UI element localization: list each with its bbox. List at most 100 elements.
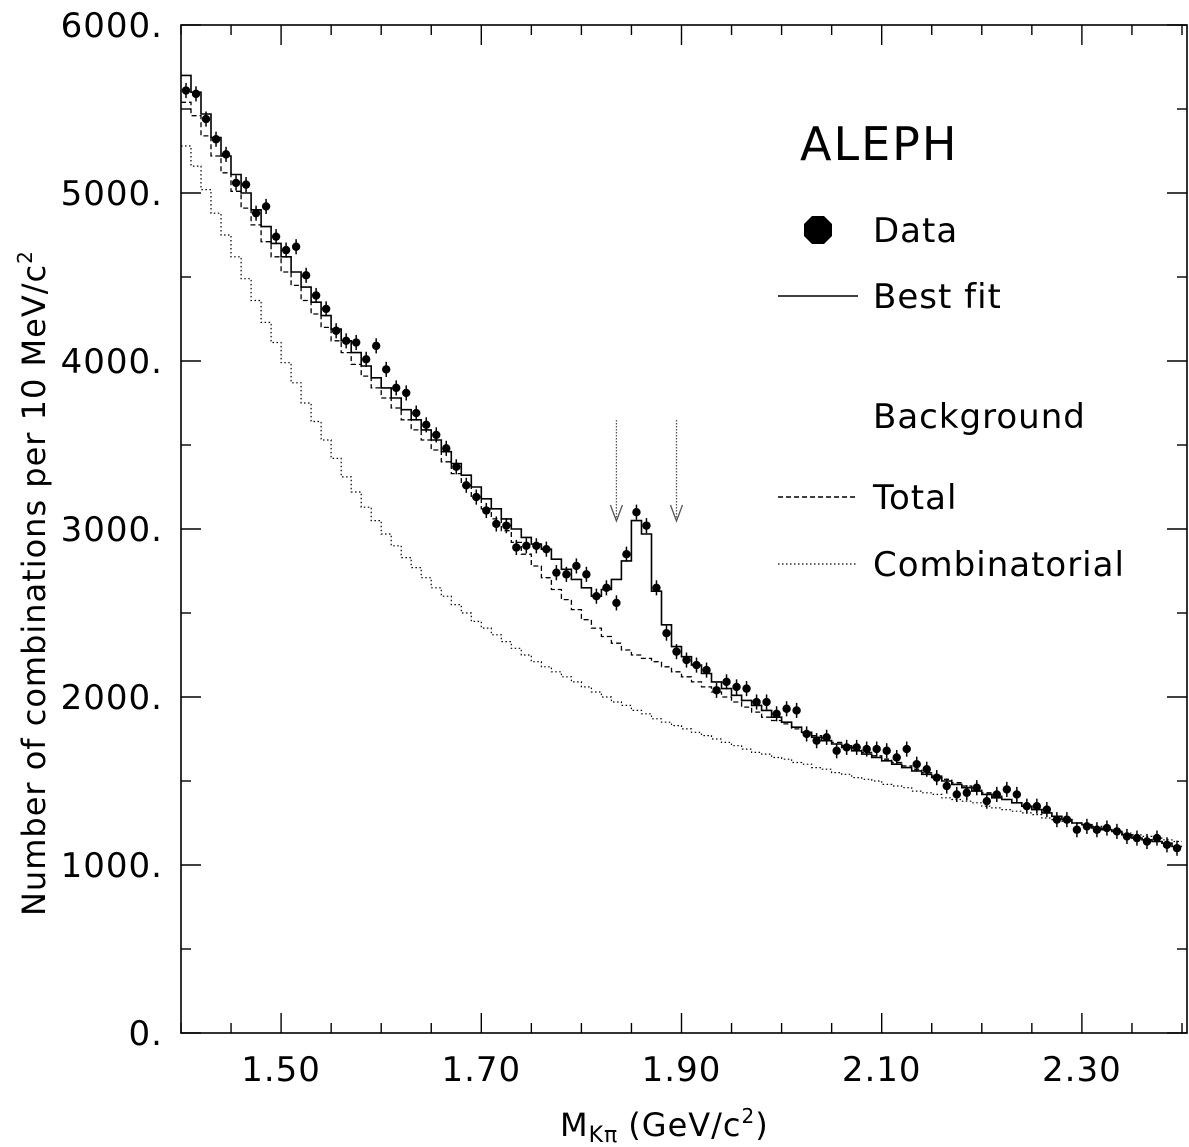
x-tick-label: 1.90	[642, 1050, 722, 1090]
data-point	[802, 729, 811, 739]
data-point	[862, 744, 871, 754]
x-tick-label: 1.70	[441, 1050, 521, 1090]
data-point	[712, 686, 721, 695]
data-point	[241, 180, 251, 189]
data-point	[1082, 822, 1092, 831]
legend-data-marker	[804, 216, 832, 244]
data-point	[412, 408, 421, 418]
legend-background-header: Background	[873, 397, 1086, 437]
data-point	[692, 660, 701, 670]
data-point	[522, 541, 531, 550]
legend-total-label: Total	[872, 478, 957, 518]
x-tick-label: 1.50	[241, 1050, 321, 1090]
y-tick-label: 4000.	[61, 342, 163, 382]
data-series	[181, 82, 1182, 856]
data-point	[181, 86, 191, 95]
data-point	[502, 521, 511, 530]
data-point	[1152, 833, 1162, 843]
data-point	[1012, 790, 1022, 799]
data-point	[341, 336, 351, 346]
data-point	[492, 519, 501, 529]
data-point	[702, 665, 711, 675]
data-point	[321, 304, 331, 314]
data-point	[452, 462, 461, 472]
plot-frame	[180, 24, 1188, 1034]
x-axis-label-unit-close: )	[755, 1106, 768, 1144]
data-point	[251, 208, 261, 218]
data-point	[472, 492, 481, 502]
data-point	[291, 242, 301, 251]
data-point	[1032, 802, 1042, 811]
data-point	[1052, 815, 1062, 824]
data-point	[882, 746, 891, 755]
data-point	[392, 383, 401, 393]
x-axis-tick-labels: 1.50 1.70 1.90 2.10 2.30	[241, 1050, 1120, 1090]
data-point	[902, 744, 911, 754]
legend-best-fit-label: Best fit	[873, 277, 1002, 317]
y-tick-label: 5000.	[61, 174, 163, 214]
best-fit-histogram	[181, 74, 1182, 848]
data-point	[261, 202, 271, 211]
data-point	[542, 544, 551, 554]
data-point	[842, 743, 851, 752]
data-point	[732, 682, 741, 692]
y-axis-tick-labels: 0. 1000. 2000. 3000. 4000. 5000. 6000.	[61, 6, 163, 1054]
y-axis-label-power: 2	[13, 250, 37, 264]
data-point	[462, 481, 471, 490]
experiment-label: ALEPH	[800, 117, 959, 171]
data-point	[1122, 832, 1132, 841]
data-point	[602, 583, 611, 592]
data-point	[782, 704, 791, 713]
data-point	[482, 506, 491, 515]
data-point	[642, 521, 651, 530]
data-point	[211, 135, 221, 144]
data-point	[652, 583, 661, 592]
legend: Data Best fit Background Total Combinato…	[778, 211, 1124, 585]
data-point	[231, 178, 241, 188]
data-point	[532, 541, 541, 550]
data-point	[1072, 825, 1082, 834]
data-point	[1002, 785, 1012, 794]
data-point	[922, 765, 931, 774]
data-point	[682, 655, 691, 665]
data-point	[572, 561, 581, 571]
data-point	[382, 365, 391, 374]
signal-window-arrows	[609, 420, 684, 523]
data-point	[852, 743, 861, 752]
data-point	[752, 697, 761, 707]
data-point	[942, 781, 951, 791]
combinatorial-histogram	[181, 145, 1182, 843]
data-point	[742, 684, 751, 693]
data-point	[1112, 827, 1122, 836]
data-point	[932, 773, 941, 782]
y-axis-label: Number of combinations per 10 MeV/c2	[13, 250, 53, 916]
data-point	[722, 677, 731, 687]
data-point	[582, 570, 591, 579]
data-point	[1172, 844, 1182, 853]
data-point	[301, 271, 311, 280]
data-point	[972, 783, 981, 792]
total-background-series	[181, 101, 1182, 848]
data-point	[562, 570, 571, 579]
data-point	[221, 150, 231, 159]
y-axis-ticks	[181, 24, 1187, 1034]
data-point	[812, 736, 821, 745]
data-point	[592, 592, 601, 601]
data-point	[422, 420, 431, 430]
x-axis-ticks	[180, 25, 1183, 1033]
y-tick-label: 0.	[129, 1014, 163, 1054]
y-axis-label-text: Number of combinations per 10 MeV/c	[15, 264, 53, 916]
data-point	[952, 790, 961, 799]
x-axis-label-unit-power: 2	[742, 1104, 756, 1128]
y-tick-label: 2000.	[61, 678, 163, 718]
data-point	[1092, 825, 1102, 834]
total-background-histogram	[181, 101, 1182, 848]
x-tick-label: 2.10	[842, 1050, 922, 1090]
data-point	[402, 388, 411, 398]
data-point	[992, 790, 1002, 799]
data-point	[281, 245, 291, 255]
data-point	[822, 733, 831, 742]
data-point	[1062, 815, 1072, 824]
data-point	[1102, 823, 1112, 833]
